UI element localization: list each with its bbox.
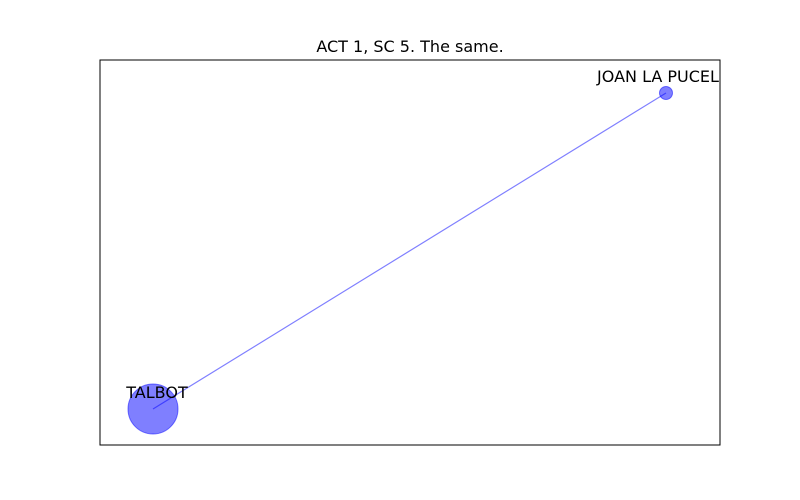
- node-label-talbot: TALBOT: [125, 383, 188, 402]
- node-joan: [659, 86, 673, 100]
- node-talbot: [127, 383, 179, 435]
- edge-talbot-joan: [152, 92, 667, 410]
- plot-frame: [99, 59, 721, 446]
- figure-title: ACT 1, SC 5. The same.: [316, 37, 503, 56]
- node-label-joan: JOAN LA PUCEL: [596, 67, 719, 86]
